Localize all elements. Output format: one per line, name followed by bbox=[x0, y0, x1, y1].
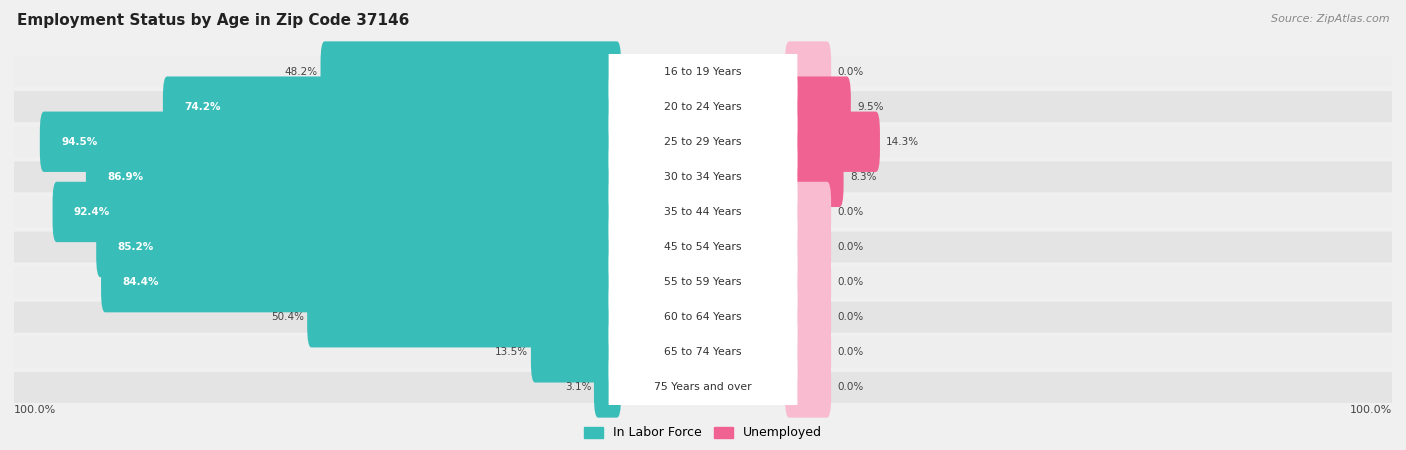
Text: 0.0%: 0.0% bbox=[838, 242, 863, 252]
FancyBboxPatch shape bbox=[785, 287, 831, 347]
Text: 92.4%: 92.4% bbox=[75, 207, 110, 217]
FancyBboxPatch shape bbox=[785, 41, 831, 102]
Text: 16 to 19 Years: 16 to 19 Years bbox=[664, 67, 742, 76]
Text: 13.5%: 13.5% bbox=[495, 347, 529, 357]
FancyBboxPatch shape bbox=[609, 295, 797, 410]
Text: 75 Years and over: 75 Years and over bbox=[654, 382, 752, 392]
Legend: In Labor Force, Unemployed: In Labor Force, Unemployed bbox=[579, 421, 827, 445]
FancyBboxPatch shape bbox=[785, 147, 844, 207]
FancyBboxPatch shape bbox=[609, 225, 797, 340]
Text: 55 to 59 Years: 55 to 59 Years bbox=[664, 277, 742, 287]
FancyBboxPatch shape bbox=[14, 162, 1392, 192]
Text: 94.5%: 94.5% bbox=[62, 137, 97, 147]
FancyBboxPatch shape bbox=[785, 357, 831, 418]
Text: 45 to 54 Years: 45 to 54 Years bbox=[664, 242, 742, 252]
FancyBboxPatch shape bbox=[785, 252, 831, 312]
FancyBboxPatch shape bbox=[609, 260, 797, 375]
FancyBboxPatch shape bbox=[785, 112, 880, 172]
FancyBboxPatch shape bbox=[785, 76, 851, 137]
Text: 35 to 44 Years: 35 to 44 Years bbox=[664, 207, 742, 217]
FancyBboxPatch shape bbox=[14, 126, 1392, 157]
Text: 0.0%: 0.0% bbox=[838, 347, 863, 357]
Text: 0.0%: 0.0% bbox=[838, 67, 863, 76]
Text: 74.2%: 74.2% bbox=[184, 102, 221, 112]
Text: 20 to 24 Years: 20 to 24 Years bbox=[664, 102, 742, 112]
FancyBboxPatch shape bbox=[52, 182, 621, 242]
Text: 60 to 64 Years: 60 to 64 Years bbox=[664, 312, 742, 322]
FancyBboxPatch shape bbox=[14, 302, 1392, 333]
Text: 8.3%: 8.3% bbox=[849, 172, 876, 182]
Text: 30 to 34 Years: 30 to 34 Years bbox=[664, 172, 742, 182]
Text: 65 to 74 Years: 65 to 74 Years bbox=[664, 347, 742, 357]
Text: 85.2%: 85.2% bbox=[118, 242, 153, 252]
Text: 0.0%: 0.0% bbox=[838, 277, 863, 287]
FancyBboxPatch shape bbox=[14, 337, 1392, 368]
FancyBboxPatch shape bbox=[609, 119, 797, 234]
FancyBboxPatch shape bbox=[785, 217, 831, 277]
Text: 14.3%: 14.3% bbox=[886, 137, 920, 147]
FancyBboxPatch shape bbox=[609, 330, 797, 445]
FancyBboxPatch shape bbox=[96, 217, 621, 277]
Text: 9.5%: 9.5% bbox=[858, 102, 883, 112]
Text: 0.0%: 0.0% bbox=[838, 207, 863, 217]
Text: 0.0%: 0.0% bbox=[838, 382, 863, 392]
FancyBboxPatch shape bbox=[163, 76, 621, 137]
Text: 100.0%: 100.0% bbox=[1350, 405, 1392, 415]
Text: 50.4%: 50.4% bbox=[271, 312, 305, 322]
Text: 86.9%: 86.9% bbox=[107, 172, 143, 182]
Text: 3.1%: 3.1% bbox=[565, 382, 591, 392]
FancyBboxPatch shape bbox=[609, 189, 797, 305]
FancyBboxPatch shape bbox=[39, 112, 621, 172]
Text: 84.4%: 84.4% bbox=[122, 277, 159, 287]
FancyBboxPatch shape bbox=[609, 49, 797, 164]
FancyBboxPatch shape bbox=[609, 14, 797, 129]
FancyBboxPatch shape bbox=[14, 197, 1392, 227]
FancyBboxPatch shape bbox=[101, 252, 621, 312]
FancyBboxPatch shape bbox=[86, 147, 621, 207]
FancyBboxPatch shape bbox=[14, 267, 1392, 297]
Text: 100.0%: 100.0% bbox=[14, 405, 56, 415]
FancyBboxPatch shape bbox=[785, 322, 831, 382]
FancyBboxPatch shape bbox=[14, 56, 1392, 87]
Text: 0.0%: 0.0% bbox=[838, 312, 863, 322]
FancyBboxPatch shape bbox=[14, 372, 1392, 403]
FancyBboxPatch shape bbox=[593, 357, 621, 418]
FancyBboxPatch shape bbox=[14, 232, 1392, 262]
FancyBboxPatch shape bbox=[307, 287, 621, 347]
Text: 25 to 29 Years: 25 to 29 Years bbox=[664, 137, 742, 147]
FancyBboxPatch shape bbox=[321, 41, 621, 102]
Text: Source: ZipAtlas.com: Source: ZipAtlas.com bbox=[1271, 14, 1389, 23]
FancyBboxPatch shape bbox=[14, 91, 1392, 122]
Text: Employment Status by Age in Zip Code 37146: Employment Status by Age in Zip Code 371… bbox=[17, 14, 409, 28]
FancyBboxPatch shape bbox=[531, 322, 621, 382]
FancyBboxPatch shape bbox=[609, 154, 797, 270]
FancyBboxPatch shape bbox=[785, 182, 831, 242]
FancyBboxPatch shape bbox=[609, 84, 797, 199]
Text: 48.2%: 48.2% bbox=[284, 67, 318, 76]
